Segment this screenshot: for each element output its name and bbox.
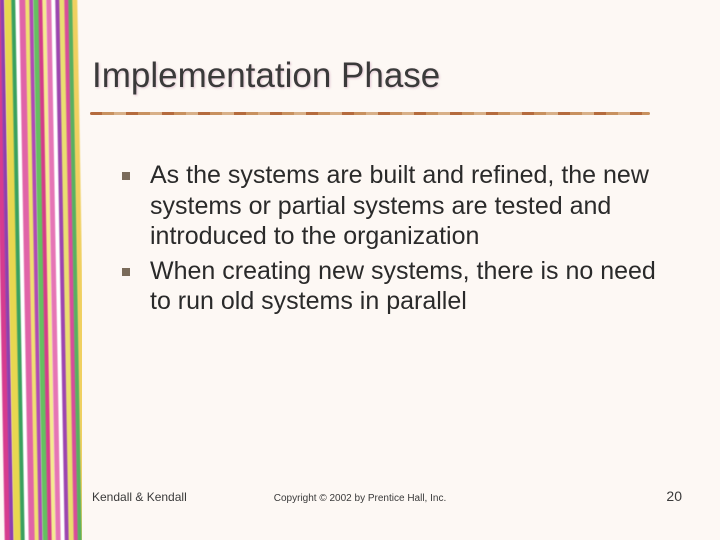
bullet-item: When creating new systems, there is no n…	[122, 256, 682, 317]
footer-copyright: Copyright © 2002 by Prentice Hall, Inc.	[230, 493, 490, 504]
page-number: 20	[666, 488, 682, 504]
bullet-text: When creating new systems, there is no n…	[150, 256, 682, 317]
slide: Implementation Phase As the systems are …	[0, 0, 720, 540]
square-bullet-icon	[122, 268, 130, 276]
title-underline	[90, 112, 650, 115]
bullet-item: As the systems are built and refined, th…	[122, 160, 682, 252]
footer-author: Kendall & Kendall	[92, 490, 187, 504]
square-bullet-icon	[122, 172, 130, 180]
left-art-stripes	[0, 0, 82, 540]
slide-body: As the systems are built and refined, th…	[122, 160, 682, 321]
slide-title: Implementation Phase	[92, 56, 440, 96]
bullet-text: As the systems are built and refined, th…	[150, 160, 682, 252]
